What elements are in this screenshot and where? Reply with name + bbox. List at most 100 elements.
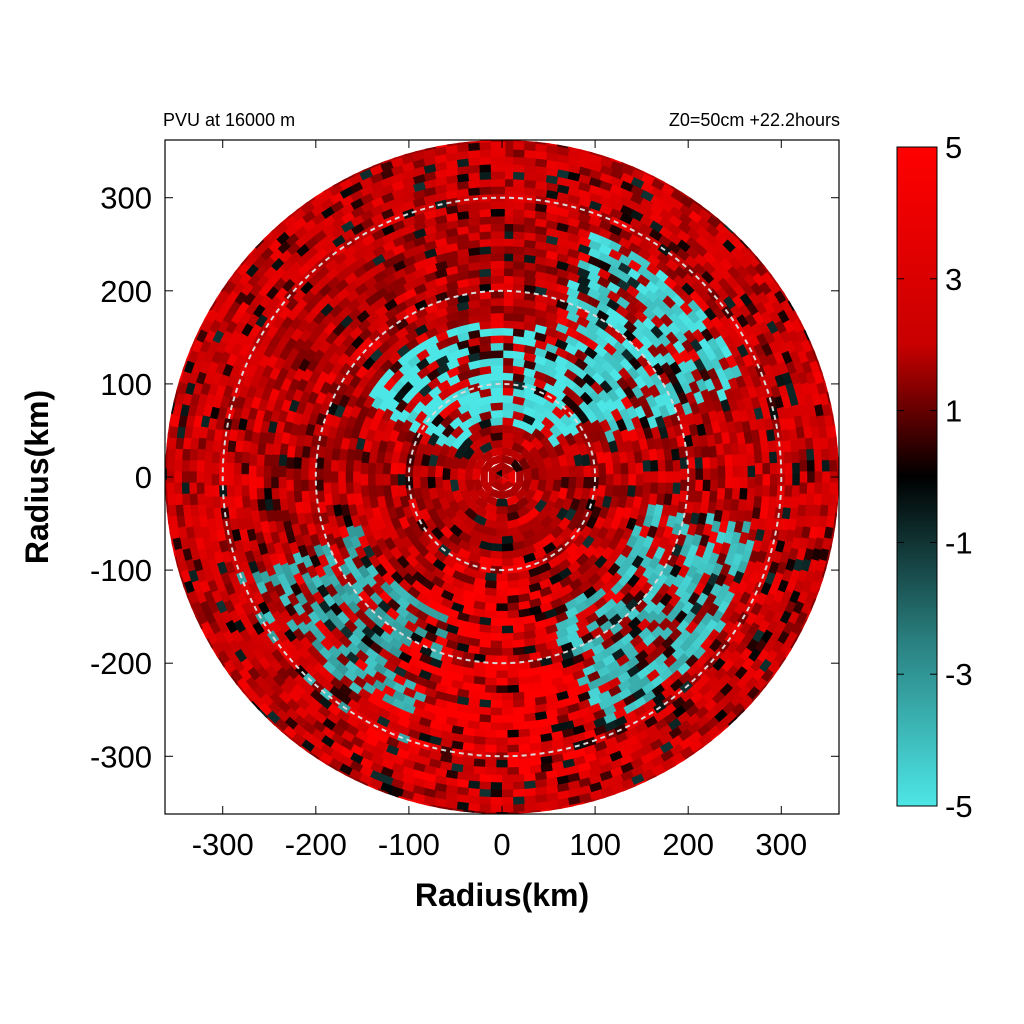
heatmap-cell — [494, 685, 508, 694]
heatmap-cell — [441, 555, 456, 570]
heatmap-cell — [676, 501, 687, 516]
heatmap-cell — [512, 290, 527, 300]
heatmap-cell — [448, 679, 464, 690]
heatmap-cell — [508, 469, 516, 485]
heatmap-cell — [650, 471, 659, 485]
heatmap-cell — [585, 409, 599, 425]
heatmap-cell — [479, 283, 494, 293]
heatmap-cell — [495, 477, 502, 485]
heatmap-cell — [375, 449, 386, 464]
heatmap-cell — [388, 545, 403, 561]
heatmap-cell — [440, 515, 455, 530]
heatmap-cell — [645, 394, 659, 410]
heatmap-cell — [521, 479, 533, 493]
heatmap-cell — [687, 479, 697, 494]
heatmap-cell — [300, 488, 310, 503]
heatmap-cell — [713, 509, 724, 525]
heatmap-cell — [323, 411, 335, 426]
heatmap-cell — [440, 572, 455, 586]
heatmap-cell — [494, 595, 508, 604]
heatmap-cell — [325, 435, 336, 450]
heatmap-cell — [430, 526, 445, 541]
heatmap-cell — [676, 434, 687, 450]
heatmap-cell — [361, 543, 375, 559]
heatmap-cell — [249, 440, 259, 455]
heatmap-cell — [301, 499, 312, 514]
heatmap-cell — [423, 517, 438, 532]
heatmap-cell — [490, 282, 505, 292]
heatmap-cell — [693, 490, 704, 505]
heatmap-cell — [501, 477, 509, 485]
heatmap-cell — [479, 275, 494, 285]
heatmap-cell — [365, 533, 378, 549]
heatmap-cell — [550, 525, 565, 540]
heatmap-cell — [489, 550, 502, 560]
heatmap-cell — [521, 720, 537, 730]
heatmap-cell — [512, 216, 528, 225]
heatmap-cell — [728, 509, 739, 525]
heatmap-cell — [374, 472, 384, 486]
heatmap-cell — [465, 705, 481, 715]
heatmap-cell — [483, 602, 497, 612]
heatmap-cell — [415, 542, 430, 558]
heatmap-cell — [367, 483, 377, 498]
heatmap-cell — [467, 405, 482, 418]
heatmap-cell — [499, 692, 514, 701]
heatmap-cell — [516, 570, 531, 581]
heatmap-cell — [360, 461, 369, 475]
heatmap-cell — [293, 443, 304, 458]
heatmap-cell — [535, 456, 547, 470]
heatmap-cell — [255, 485, 265, 500]
heatmap-cell — [270, 485, 280, 500]
heatmap-cell — [577, 442, 590, 457]
heatmap-cell — [512, 387, 527, 399]
heatmap-cell — [521, 438, 536, 452]
heatmap-cell — [456, 255, 472, 266]
heatmap-cell — [422, 497, 435, 512]
heatmap-cell — [450, 569, 466, 582]
heatmap-cell — [483, 518, 497, 530]
heatmap-cell — [467, 397, 482, 410]
heatmap-cell — [533, 394, 548, 407]
heatmap-cell — [434, 464, 444, 477]
x-tick-label: 0 — [493, 827, 510, 862]
heatmap-cell — [521, 698, 536, 708]
heatmap-cell — [488, 480, 502, 493]
heatmap-cell — [502, 312, 516, 322]
heatmap-cell — [471, 479, 483, 493]
heatmap-cell — [578, 400, 593, 416]
heatmap-cell — [557, 567, 573, 581]
heatmap-cell — [564, 507, 577, 523]
heatmap-cell — [516, 585, 531, 596]
heatmap-cell — [566, 422, 581, 437]
heatmap-cell — [569, 637, 585, 650]
heatmap-cell — [400, 418, 414, 433]
heatmap-cell — [538, 679, 553, 691]
heatmap-cell — [522, 413, 537, 426]
heatmap-cell — [715, 443, 725, 458]
heatmap-cell — [427, 384, 443, 399]
heatmap-cell — [360, 449, 371, 464]
heatmap-cell — [634, 485, 644, 499]
heatmap-cell — [631, 439, 642, 454]
heatmap-cell — [673, 471, 682, 485]
heatmap-cell — [569, 401, 584, 417]
heatmap-cell — [605, 474, 615, 487]
heatmap-cell — [449, 663, 464, 675]
heatmap-cell — [467, 344, 482, 355]
heatmap-cell — [256, 496, 266, 512]
heatmap-cell — [338, 446, 349, 461]
heatmap-cell — [695, 468, 704, 482]
heatmap-cell — [544, 342, 560, 355]
heatmap-cell — [506, 610, 520, 619]
heatmap-cell — [300, 531, 313, 547]
heatmap-cell — [575, 465, 585, 478]
heatmap-cell — [520, 447, 534, 461]
heatmap-cell — [329, 524, 342, 539]
heatmap-cell — [393, 505, 406, 520]
heatmap-cell — [554, 354, 570, 368]
heatmap-cell — [709, 479, 719, 494]
heatmap-cell — [537, 562, 552, 575]
heatmap-cell — [534, 301, 550, 312]
heatmap-cell — [424, 421, 438, 437]
